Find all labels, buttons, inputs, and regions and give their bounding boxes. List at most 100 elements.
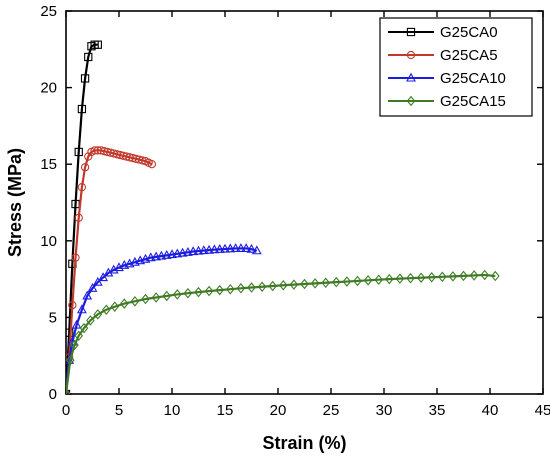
legend-label-g25ca10: G25CA10	[440, 70, 506, 87]
data-point-g25ca10	[204, 244, 215, 254]
y-tick-label: 25	[40, 3, 57, 20]
data-point-g25ca15	[66, 388, 71, 394]
data-point-g25ca15	[459, 270, 468, 282]
data-point-g25ca15	[416, 272, 426, 283]
series-line-g25ca15	[66, 273, 496, 394]
data-point-g25ca10	[193, 245, 204, 255]
series-group	[66, 40, 500, 394]
data-point-g25ca10	[188, 246, 199, 256]
y-tick-label: 10	[40, 233, 57, 250]
data-point-g25ca15	[278, 279, 288, 291]
series-g25ca5	[66, 146, 157, 394]
data-point-g25ca15	[395, 273, 405, 284]
data-point-g25ca10	[156, 250, 167, 260]
data-point-g25ca15	[427, 271, 437, 283]
data-point-g25ca10	[251, 245, 262, 255]
data-point-g25ca10	[177, 247, 188, 257]
series-line-g25ca0	[66, 43, 98, 394]
data-point-g25ca5	[106, 148, 115, 157]
data-point-g25ca10	[76, 304, 87, 314]
data-point-g25ca10	[71, 319, 82, 329]
data-point-g25ca15	[110, 301, 120, 312]
legend-marker-g25ca10	[406, 72, 416, 82]
data-point-g25ca15	[353, 275, 362, 287]
data-point-g25ca15	[480, 269, 490, 281]
data-point-g25ca10	[198, 245, 209, 255]
data-point-g25ca5	[109, 149, 118, 158]
data-point-g25ca10	[82, 290, 93, 300]
legend-label-g25ca0: G25CA0	[440, 24, 498, 41]
legend-label-g25ca15: G25CA15	[440, 93, 506, 110]
data-point-g25ca15	[490, 270, 500, 282]
data-point-g25ca15	[172, 289, 182, 300]
data-point-g25ca10	[220, 243, 230, 253]
data-point-g25ca10	[182, 246, 193, 256]
data-point-g25ca15	[469, 270, 479, 281]
data-point-g25ca0	[66, 328, 74, 337]
data-point-g25ca10	[230, 243, 241, 253]
data-point-g25ca0	[84, 52, 93, 62]
data-point-g25ca15	[448, 271, 458, 282]
data-point-g25ca15	[86, 315, 95, 326]
axes	[65, 10, 544, 395]
legend-item-g25ca5: G25CA5	[388, 47, 498, 64]
data-point-g25ca15	[257, 281, 267, 293]
y-tick-label: 0	[49, 386, 57, 403]
data-point-g25ca15	[74, 330, 84, 342]
legend-marker-g25ca15	[406, 95, 416, 107]
data-point-g25ca15	[215, 284, 225, 296]
data-point-g25ca5	[131, 154, 141, 163]
series-line-g25ca5	[66, 149, 153, 394]
data-point-g25ca15	[79, 322, 89, 334]
x-tick-label: 10	[164, 402, 181, 419]
legend-item-g25ca10: G25CA10	[388, 70, 506, 87]
data-point-g25ca10	[87, 282, 98, 292]
legend-box	[379, 17, 533, 117]
data-point-g25ca10	[172, 248, 183, 258]
series-line-g25ca10	[66, 247, 258, 394]
data-point-g25ca15	[130, 296, 140, 307]
data-point-g25ca10	[98, 272, 109, 282]
data-point-g25ca15	[268, 280, 278, 292]
data-point-g25ca10	[66, 388, 69, 394]
data-point-g25ca10	[235, 243, 246, 253]
data-point-g25ca15	[236, 283, 246, 294]
x-tick-label: 15	[217, 402, 234, 419]
data-point-g25ca15	[374, 274, 384, 285]
legend-item-g25ca15: G25CA15	[388, 93, 506, 110]
data-point-g25ca10	[214, 244, 225, 253]
data-point-g25ca15	[183, 287, 193, 299]
data-point-g25ca0	[77, 104, 87, 114]
data-point-g25ca10	[145, 252, 156, 262]
data-point-g25ca15	[247, 282, 256, 293]
data-point-g25ca5	[90, 146, 99, 155]
data-point-g25ca5	[103, 147, 112, 157]
x-tick-label: 45	[535, 402, 550, 419]
data-point-g25ca15	[204, 285, 214, 297]
data-point-g25ca15	[300, 278, 309, 290]
legend-marker-g25ca5	[406, 50, 416, 60]
data-point-g25ca15	[342, 276, 352, 287]
data-point-g25ca10	[246, 243, 257, 253]
plot-frame	[65, 10, 544, 395]
data-point-g25ca5	[128, 153, 137, 163]
legend: G25CA0 G25CA5 G25CA10 G25CA15	[379, 17, 533, 117]
data-point-g25ca15	[310, 278, 320, 289]
data-point-g25ca0	[74, 147, 83, 157]
data-point-g25ca5	[112, 150, 122, 159]
data-point-g25ca15	[363, 275, 373, 286]
data-point-g25ca5	[122, 152, 131, 161]
x-tick-label: 40	[482, 402, 499, 419]
data-point-g25ca15	[331, 276, 341, 288]
legend-label-g25ca5: G25CA5	[440, 47, 498, 64]
data-point-g25ca0	[80, 74, 90, 83]
x-tick-label: 0	[62, 402, 70, 419]
data-point-g25ca10	[92, 276, 103, 286]
data-point-g25ca15	[437, 271, 447, 283]
data-point-g25ca15	[119, 298, 129, 309]
data-point-g25ca5	[100, 147, 109, 156]
data-point-g25ca5	[80, 163, 90, 172]
data-point-g25ca5	[125, 153, 134, 162]
x-tick-label: 20	[270, 402, 287, 419]
